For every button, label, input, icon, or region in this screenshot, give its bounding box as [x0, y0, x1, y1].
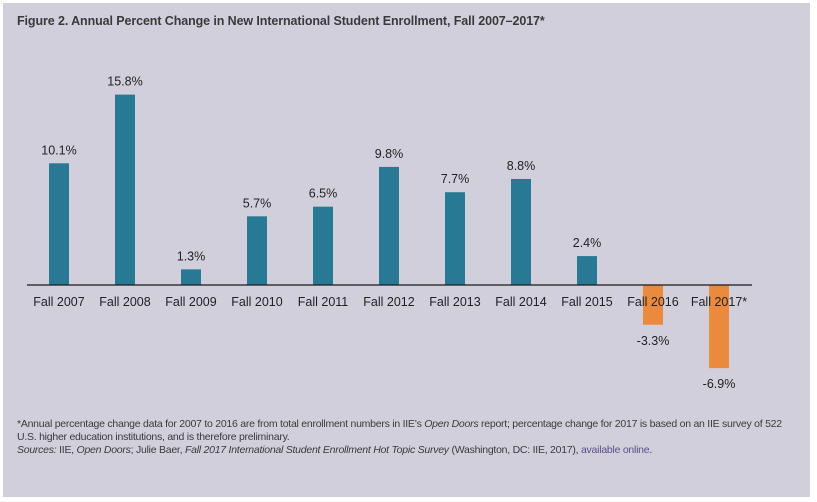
value-label: 10.1% [41, 143, 76, 157]
value-label: 8.8% [507, 159, 536, 173]
category-label: Fall 2013 [429, 295, 480, 309]
bar-chart: Fall 2007 Fall 2008 Fall 2009 Fall 2010 Fall… [27, 75, 752, 392]
value-label: 1.3% [177, 249, 206, 263]
italic-text: Sources: [17, 444, 57, 456]
bar-fall-2009 [181, 269, 201, 285]
available-online-link[interactable]: available online [580, 444, 650, 456]
figure-panel [3, 3, 810, 497]
value-label: 7.7% [441, 172, 470, 186]
text-run: . [649, 444, 653, 456]
bar-fall-2015 [577, 256, 597, 285]
bar-fall-2012 [379, 166, 399, 285]
value-label: 2.4% [573, 236, 602, 250]
bars-group [49, 94, 729, 369]
text-run: *Annual percentage change data for 2007 … [17, 418, 425, 430]
value-label: -3.3% [637, 334, 670, 348]
bar-fall-2016 [643, 285, 663, 325]
category-label: Fall 2011 [298, 295, 349, 309]
category-labels: Fall 2007 Fall 2008 Fall 2009 Fall 2010 Fall… [33, 295, 747, 309]
category-label: Fall 2007 [33, 295, 84, 309]
value-label: -6.9% [703, 377, 736, 391]
value-labels: 10.1% 15.8% 1.3% 5.7% 6.5% 9.8% 7.7% 8.8% 2.4% -3… [41, 75, 735, 392]
text-run: IIE, [56, 444, 77, 456]
category-label: Fall 2016 [627, 295, 678, 309]
bar-fall-2014 [511, 178, 531, 285]
figure-title: Figure 2. Annual Percent Change in New I… [17, 14, 545, 28]
italic-text: Open Doors [76, 444, 131, 456]
category-label: Fall 2014 [495, 295, 546, 309]
category-label: Fall 2010 [231, 295, 282, 309]
footnote: *Annual percentage change data for 2007 … [17, 418, 787, 444]
category-label: Fall 2012 [363, 295, 414, 309]
bar-fall-2011 [313, 206, 333, 285]
text-run: ; Julie Baer, [130, 444, 185, 456]
category-label: Fall 2015 [561, 295, 612, 309]
value-label: 9.8% [375, 147, 404, 161]
bar-fall-2010 [247, 216, 267, 285]
value-label: 5.7% [243, 196, 272, 210]
value-label: 15.8% [107, 75, 142, 89]
bar-fall-2007 [49, 163, 69, 285]
text-run: (Washington, DC: IIE, 2017), [448, 444, 581, 456]
sources-line: Sources: IIE, Open Doors; Julie Baer, Fa… [17, 444, 787, 457]
category-label: Fall 2008 [99, 295, 150, 309]
category-label: Fall 2017* [691, 295, 747, 309]
bar-fall-2008 [115, 94, 135, 285]
bar-fall-2013 [445, 192, 465, 285]
italic-text: Fall 2017 International Student Enrollme… [184, 444, 449, 456]
text-run: report; percentage change for 2017 is ba… [17, 418, 782, 443]
bar-fall-2017 [709, 285, 729, 369]
figure-notes: *Annual percentage change data for 2007 … [17, 418, 787, 457]
value-label: 6.5% [309, 187, 338, 201]
category-label: Fall 2009 [165, 295, 216, 309]
italic-text: Open Doors [424, 418, 479, 430]
